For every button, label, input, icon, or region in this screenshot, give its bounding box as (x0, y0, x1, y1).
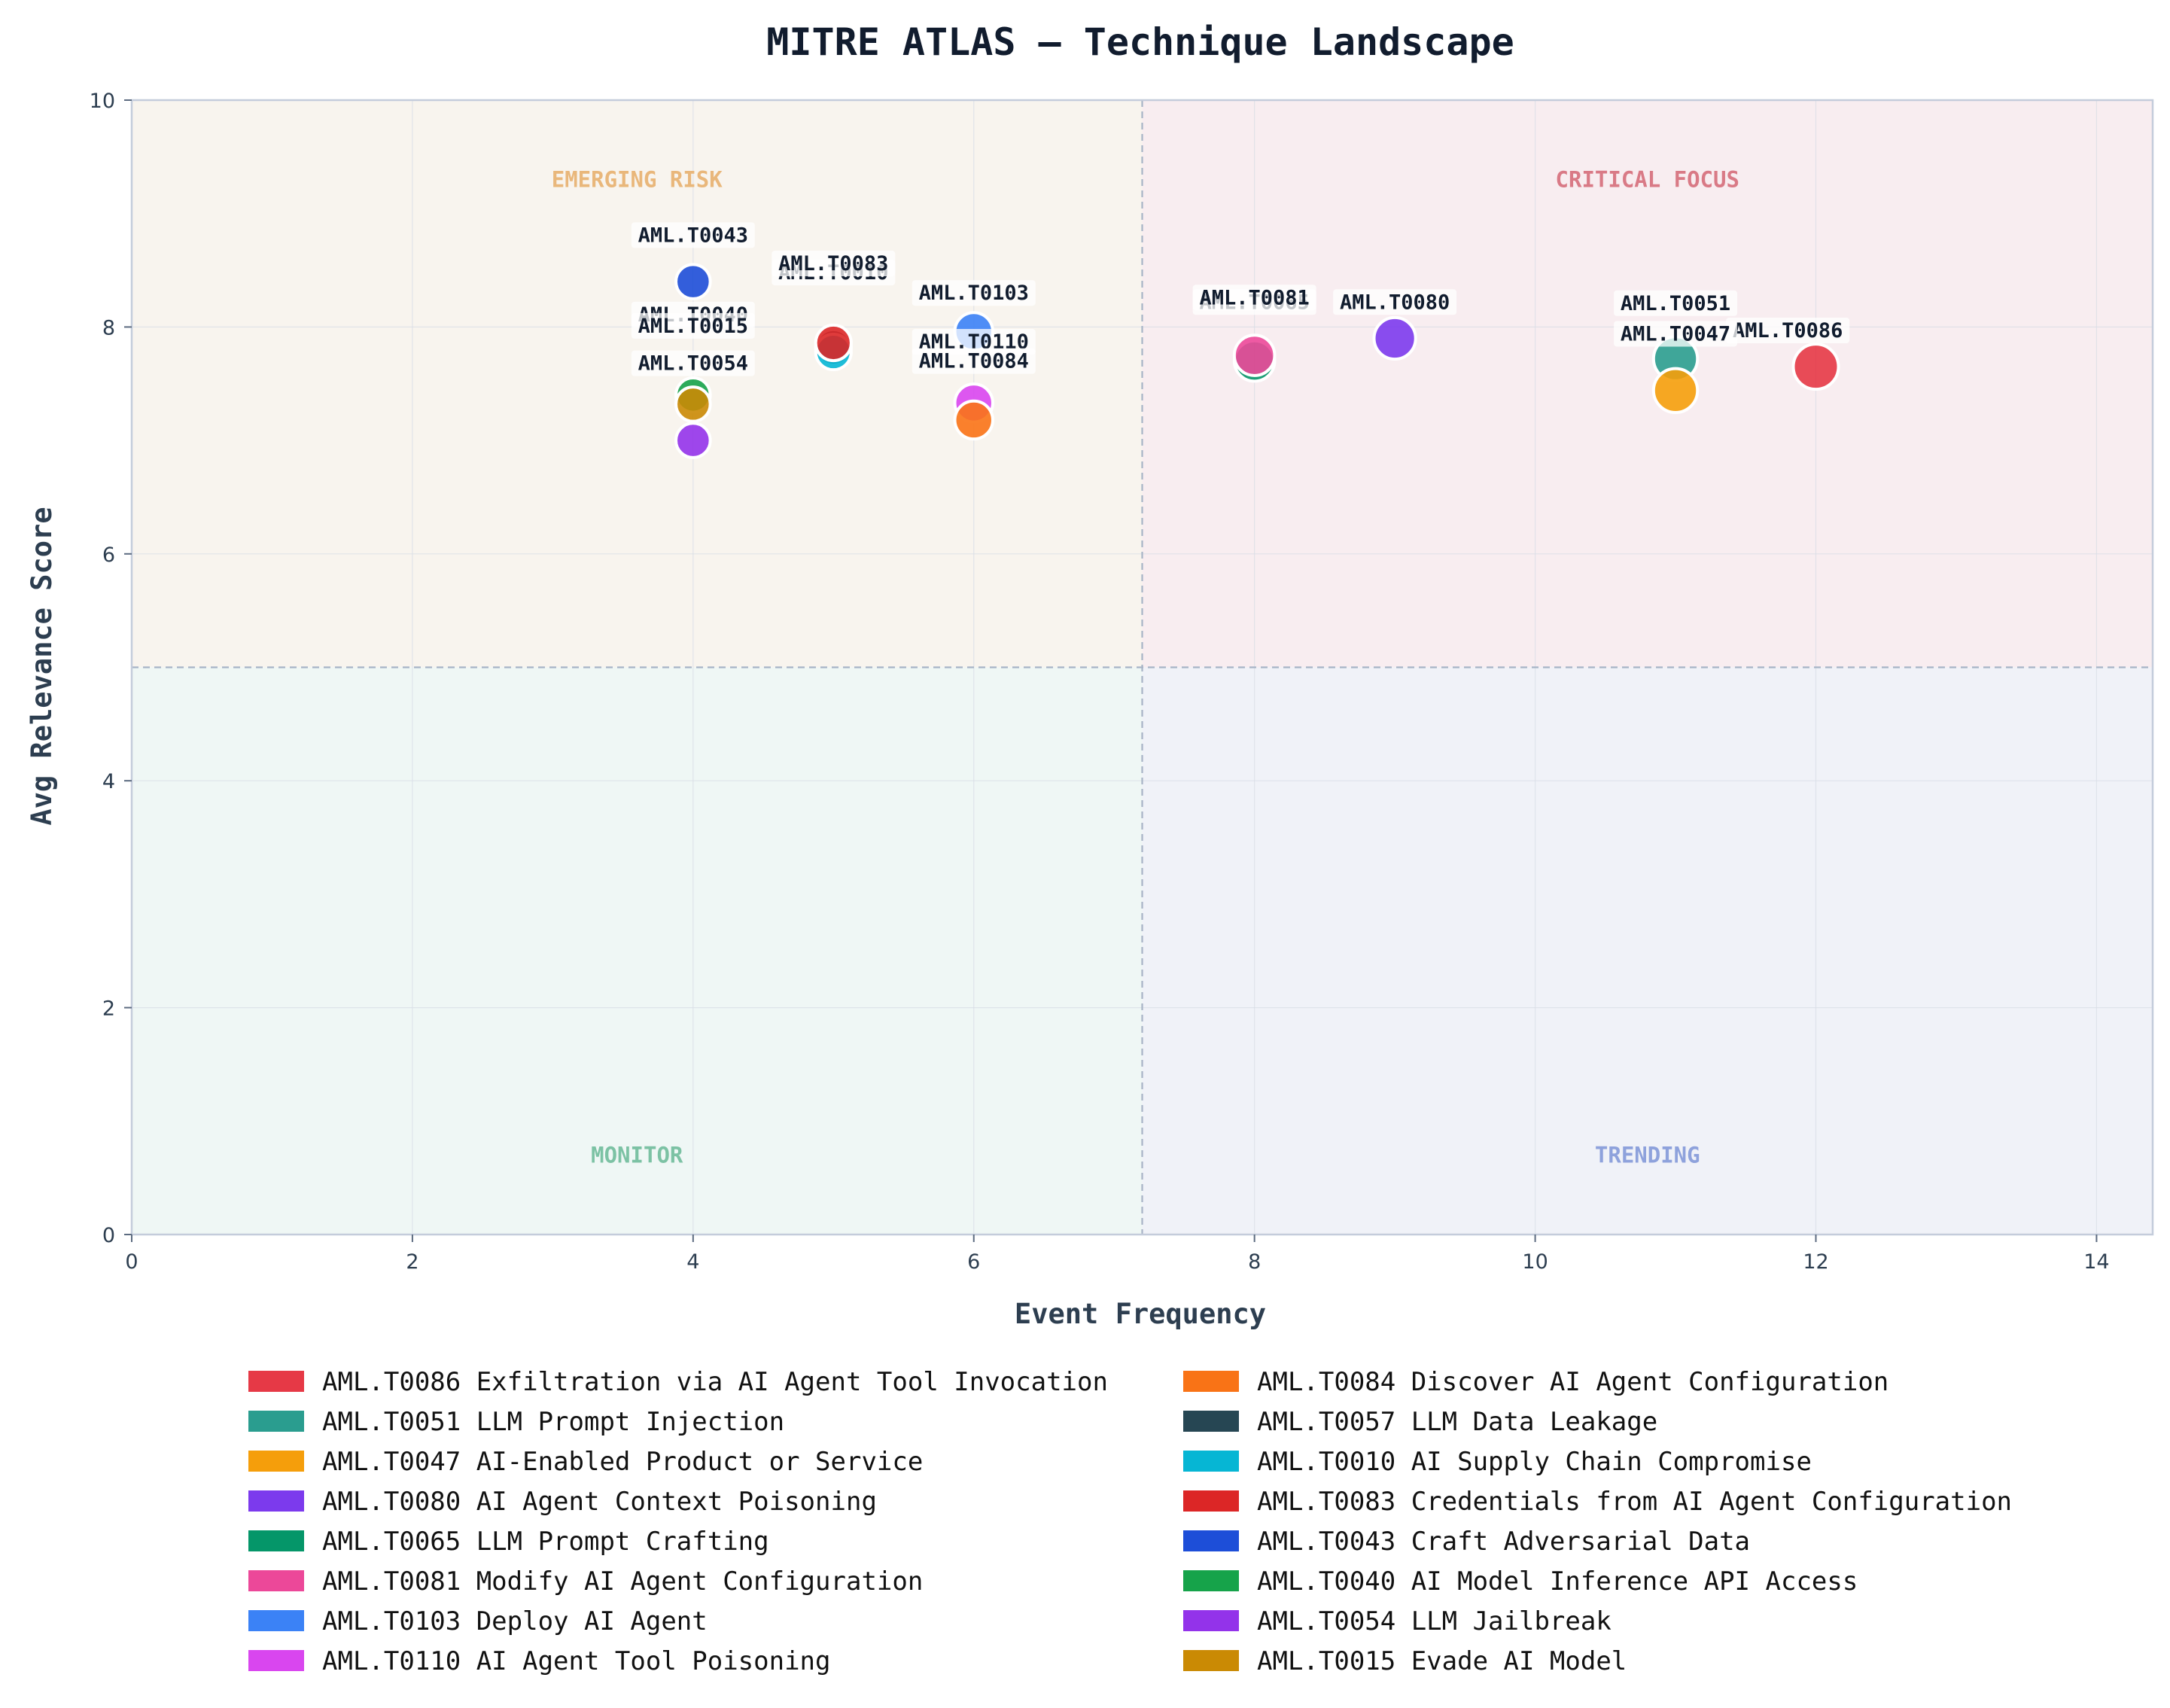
point-label-bg (1192, 285, 1316, 311)
quadrant-bg-bottom-right (1142, 667, 2153, 1235)
data-point-aml-t0054 (674, 422, 712, 459)
legend-swatch (248, 1530, 304, 1551)
legend-swatch (248, 1451, 304, 1472)
plot-frame (130, 99, 2154, 1236)
point-label-bg (912, 348, 1036, 374)
legend-entry: AML.T0081 Modify AI Agent Configuration (322, 1566, 923, 1597)
x-tick-label: 10 (1522, 1250, 1548, 1274)
point-label-bg (1333, 289, 1457, 315)
x-tick-label: 8 (1248, 1250, 1261, 1274)
threshold-lines (132, 100, 2153, 1235)
quadrant-label: MONITOR (591, 1143, 683, 1168)
x-tick-label: 0 (125, 1250, 138, 1274)
legend-swatch (1183, 1371, 1239, 1392)
quadrant-label: EMERGING RISK (552, 166, 723, 192)
legend-entry: AML.T0010 AI Supply Chain Compromise (1257, 1447, 1812, 1477)
quadrant-label: TRENDING (1595, 1143, 1700, 1168)
legend-entry: AML.T0057 LLM Data Leakage (1257, 1407, 1657, 1437)
legend-entry: AML.T0110 AI Agent Tool Poisoning (322, 1646, 831, 1676)
x-tick-label: 2 (406, 1250, 418, 1274)
legend-swatch (1183, 1650, 1239, 1671)
y-tick-label: 6 (102, 543, 115, 567)
quadrant-bg-top-right (1142, 100, 2153, 668)
point-label-bg (1726, 317, 1850, 343)
legend-swatch (1183, 1490, 1239, 1512)
point-labels: AML.T0043AML.T0040AML.T0015AML.T0054AML.… (631, 222, 1850, 376)
point-label-bg (772, 251, 896, 277)
point-label-bg (631, 312, 755, 339)
legend-swatch (248, 1371, 304, 1392)
legend-entry: AML.T0043 Craft Adversarial Data (1257, 1527, 1750, 1557)
chart-title: MITRE ATLAS — Technique Landscape (766, 20, 1514, 64)
y-tick-label: 4 (102, 770, 115, 793)
legend-swatch (1183, 1610, 1239, 1631)
x-tick-label: 6 (967, 1250, 980, 1274)
point-label-bg (1614, 290, 1738, 316)
legend-entry: AML.T0103 Deploy AI Agent (322, 1606, 708, 1636)
point-label: AML.T0083 (778, 252, 888, 276)
legend-entry: AML.T0015 Evade AI Model (1257, 1646, 1627, 1676)
point-label: AML.T0043 (638, 224, 748, 247)
legend-entry: AML.T0084 Discover AI Agent Configuratio… (1257, 1367, 1888, 1397)
legend-swatch (1183, 1411, 1239, 1432)
data-point-aml-t0047 (1651, 367, 1700, 414)
quadrant-label: CRITICAL FOCUS (1556, 166, 1739, 192)
axes: 0 2 4 6 8 10 12 14 0 2 4 6 8 10 (90, 90, 2154, 1274)
point-label-bg (631, 350, 755, 376)
point-label: AML.T0047 (1621, 322, 1730, 346)
legend-swatch (248, 1650, 304, 1671)
x-tick-label: 14 (2083, 1250, 2109, 1274)
data-point-aml-t0081 (1232, 333, 1277, 377)
x-tick-label: 4 (686, 1250, 699, 1274)
legend-entry: AML.T0065 LLM Prompt Crafting (322, 1527, 769, 1557)
point-label-bg (631, 222, 755, 248)
point-label: AML.T0084 (919, 350, 1029, 373)
legend-swatch (248, 1411, 304, 1432)
point-label-bg (912, 280, 1036, 306)
data-point-aml-t0080 (1372, 315, 1417, 361)
x-tick-label: 12 (1803, 1250, 1828, 1274)
legend-swatch (248, 1610, 304, 1631)
y-tick-label: 2 (102, 997, 115, 1021)
data-point-aml-t0086 (1791, 343, 1840, 391)
x-axis-title: Event Frequency (1015, 1298, 1266, 1330)
legend-swatch (248, 1570, 304, 1591)
data-point-aml-t0084 (953, 399, 994, 441)
point-label: AML.T0086 (1733, 319, 1843, 343)
point-label: AML.T0080 (1340, 291, 1450, 314)
point-label: AML.T0081 (1200, 286, 1310, 309)
legend-swatch (1183, 1570, 1239, 1591)
data-point-aml-t0083 (814, 323, 853, 363)
legend-entry: AML.T0080 AI Agent Context Poisoning (322, 1487, 877, 1517)
data-point-aml-t0015 (674, 385, 712, 423)
y-tick-label: 10 (90, 90, 115, 113)
legend-swatch (1183, 1530, 1239, 1551)
y-tick-label: 8 (102, 316, 115, 339)
legend-entry: AML.T0054 LLM Jailbreak (1257, 1606, 1612, 1636)
y-tick-label: 0 (102, 1224, 115, 1247)
legend-entry: AML.T0040 AI Model Inference API Access (1257, 1566, 1858, 1597)
legend-entry: AML.T0051 LLM Prompt Injection (322, 1407, 784, 1437)
y-axis-title: Avg Relevance Score (26, 507, 58, 825)
point-label-bg (1614, 321, 1738, 347)
point-label: AML.T0051 (1621, 292, 1730, 315)
legend-entry: AML.T0047 AI-Enabled Product or Service (322, 1447, 923, 1477)
point-label: AML.T0054 (638, 352, 748, 376)
quadrant-labels: EMERGING RISK CRITICAL FOCUS MONITOR TRENDI… (552, 166, 1739, 1168)
data-point-aml-t0043 (674, 263, 712, 300)
legend-entry: AML.T0083 Credentials from AI Agent Conf… (1257, 1487, 2012, 1517)
legend-swatch (248, 1490, 304, 1512)
legend-entry: AML.T0086 Exfiltration via AI Agent Tool… (322, 1367, 1108, 1397)
point-label: AML.T0015 (638, 315, 748, 338)
point-label: AML.T0103 (919, 282, 1029, 305)
point-label-bg (912, 329, 1036, 355)
legend: AML.T0086 Exfiltration via AI Agent Tool… (248, 1367, 2012, 1676)
legend-swatch (1183, 1451, 1239, 1472)
